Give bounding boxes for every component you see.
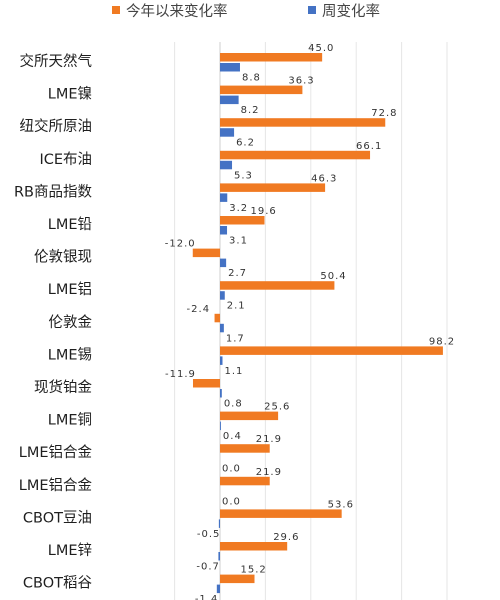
bar-weekly-change: [220, 356, 223, 365]
category-label: 伦敦银现: [34, 249, 92, 266]
bar-weekly-change: [220, 193, 228, 202]
value-labels: 45.0 8.8 36.3 8.2 72.8 6.2 66.1 5.3 46.3 3.2 19.6 3…: [165, 43, 455, 600]
category-label: RB商品指数: [14, 183, 93, 200]
category-label: LME铝: [48, 281, 92, 298]
value-label-ytd: 21.9: [256, 434, 282, 445]
value-label-ytd: 29.6: [273, 532, 299, 543]
value-label-weekly: 3.2: [229, 203, 248, 214]
category-label: CBOT豆油: [23, 509, 92, 526]
value-label-weekly: 5.3: [234, 170, 253, 181]
legend-label-weekly: 周变化率: [322, 3, 380, 20]
bar-ytd-change: [220, 509, 342, 518]
bar-weekly-change: [220, 258, 227, 268]
legend: 今年以来变化率 周变化率: [112, 3, 380, 20]
bar-weekly-change: [220, 421, 221, 431]
bar-weekly-change: [220, 128, 235, 137]
bar-ytd-change: [220, 281, 335, 290]
value-label-weekly: 8.8: [242, 73, 261, 84]
value-label-ytd: -2.4: [187, 304, 211, 315]
value-label-ytd: -12.0: [165, 239, 196, 250]
category-label: LME铜: [48, 412, 92, 429]
bar-ytd-change: [214, 313, 220, 323]
value-label-ytd: 46.3: [311, 173, 337, 184]
value-label-weekly: 0.4: [223, 431, 242, 442]
category-label: LME铅: [48, 216, 92, 233]
bar-ytd-change: [220, 444, 270, 453]
value-label-weekly: 1.7: [226, 333, 245, 344]
value-label-ytd: 15.2: [241, 565, 267, 576]
bar-weekly-change: [220, 389, 222, 398]
bar-ytd-change: [220, 216, 265, 225]
value-label-weekly: -0.7: [196, 562, 220, 573]
bar-weekly-change: [218, 519, 220, 528]
value-label-weekly: 8.2: [241, 105, 260, 116]
bar-weekly-change: [216, 584, 220, 594]
value-label-weekly: 1.1: [224, 366, 243, 377]
bar-ytd-change: [220, 542, 288, 551]
bar-weekly-change: [220, 226, 228, 235]
bar-weekly-change: [220, 95, 239, 105]
bar-ytd-change: [220, 411, 279, 421]
value-label-weekly: 2.1: [227, 301, 246, 312]
category-label: CBOT稻谷: [23, 575, 93, 592]
value-label-ytd: 25.6: [264, 402, 290, 413]
value-label-weekly: 2.7: [228, 268, 247, 279]
value-label-ytd: -11.9: [165, 369, 196, 380]
value-label-ytd: 45.0: [308, 43, 334, 54]
value-label-weekly: 0.8: [224, 399, 243, 410]
value-label-ytd: 53.6: [328, 499, 354, 510]
bar-ytd-change: [220, 85, 303, 95]
category-label: LME镍: [48, 86, 92, 103]
value-label-ytd: 36.3: [288, 76, 314, 87]
category-label: LME锌: [48, 542, 92, 559]
legend-swatch-ytd: [112, 6, 120, 14]
bar-ytd-change: [192, 379, 220, 388]
bar-ytd-change: [220, 150, 371, 160]
bars: [192, 53, 443, 594]
value-label-ytd: 72.8: [371, 108, 397, 119]
bar-weekly-change: [220, 323, 224, 333]
value-label-ytd: 98.2: [429, 336, 455, 347]
category-label: LME锡: [48, 346, 92, 363]
value-label-weekly: 0.0: [222, 464, 241, 475]
value-label-ytd: 19.6: [250, 206, 276, 217]
category-label: 伦敦金: [49, 314, 93, 331]
bar-ytd-change: [220, 346, 443, 355]
value-label-ytd: 50.4: [320, 271, 346, 282]
bar-weekly-change: [218, 552, 220, 561]
legend-swatch-weekly: [308, 6, 316, 14]
value-label-weekly: -1.4: [195, 594, 219, 600]
category-label: 现货铂金: [34, 379, 92, 396]
category-label: 交所天然气: [20, 52, 93, 70]
bar-weekly-change: [220, 291, 225, 300]
value-label-weekly: 6.2: [236, 138, 255, 149]
category-label: ICE布油: [39, 151, 92, 168]
category-label: LME铝合金: [19, 444, 93, 461]
bar-ytd-change: [220, 183, 326, 192]
bar-ytd-change: [220, 574, 255, 584]
value-label-ytd: 21.9: [256, 467, 282, 478]
value-label-weekly: 0.0: [222, 496, 241, 507]
legend-label-ytd: 今年以来变化率: [126, 3, 228, 20]
value-label-ytd: 66.1: [356, 141, 382, 152]
value-label-weekly: -0.5: [197, 529, 221, 540]
bar-ytd-change: [220, 476, 270, 486]
bar-weekly-change: [220, 63, 240, 72]
bar-ytd-change: [192, 248, 220, 258]
bar-ytd-change: [220, 118, 386, 127]
bar-ytd-change: [220, 53, 323, 62]
value-label-weekly: 3.1: [229, 236, 248, 247]
bar-weekly-change: [220, 160, 233, 170]
category-label: LME铝合金: [19, 477, 93, 494]
category-label: 纽交所原油: [20, 117, 93, 135]
